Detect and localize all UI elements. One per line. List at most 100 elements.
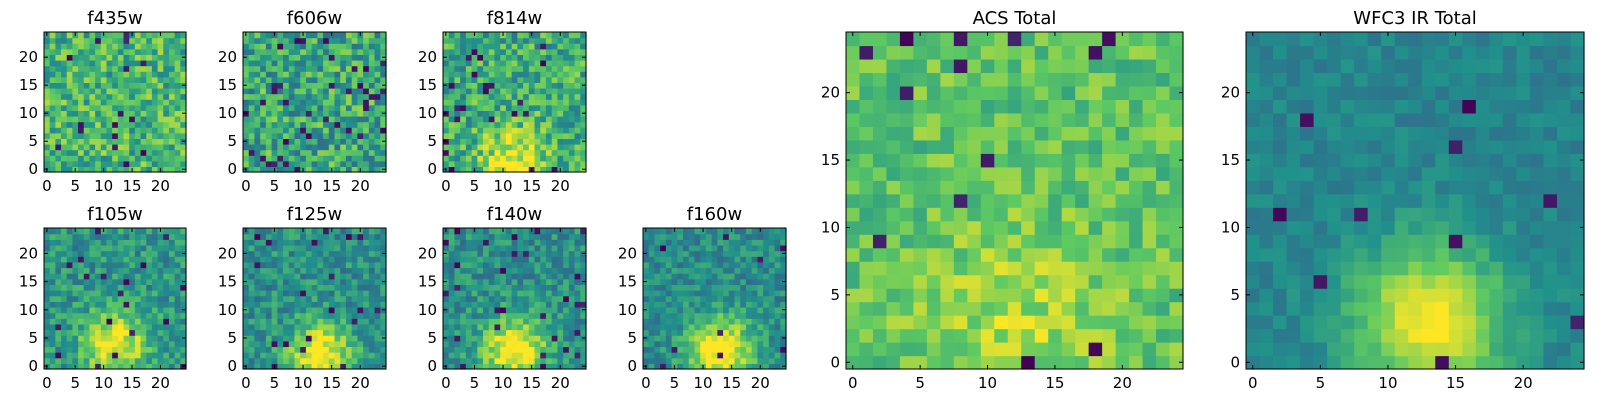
heatmap-cell	[323, 244, 330, 252]
heatmap-cell	[477, 340, 484, 348]
heatmap-cell	[334, 284, 341, 291]
heatmap-cell	[106, 267, 113, 274]
heatmap-cell	[557, 290, 564, 297]
heatmap-cell	[1021, 301, 1036, 316]
heatmap-cell	[357, 88, 364, 95]
heatmap-cell	[534, 166, 541, 173]
heatmap-cell	[168, 284, 176, 291]
heatmap-cell	[368, 32, 376, 39]
heatmap-cell	[872, 234, 888, 249]
heatmap-cell	[334, 37, 341, 44]
heatmap-cell	[123, 278, 130, 285]
heatmap-cell	[66, 329, 73, 336]
heatmap-cell	[700, 273, 707, 280]
heatmap-cell	[72, 306, 79, 314]
heatmap-cell	[768, 250, 776, 257]
heatmap-cell	[323, 284, 330, 291]
heatmap-cell	[665, 290, 673, 297]
heatmap-cell	[78, 138, 85, 145]
heatmap-cell	[163, 267, 170, 274]
x-tick-label: 15	[322, 374, 341, 392]
heatmap-cell	[254, 284, 261, 291]
heatmap-cell	[517, 104, 524, 111]
heatmap-cell	[846, 274, 861, 289]
heatmap-cell	[1129, 247, 1144, 262]
heatmap-cell	[61, 273, 68, 280]
heatmap-cell	[483, 284, 490, 291]
heatmap-cell	[49, 54, 56, 61]
heatmap-cell	[677, 290, 684, 297]
heatmap-cell	[540, 88, 547, 95]
heatmap-cell	[477, 306, 484, 314]
heatmap-cell	[49, 233, 56, 240]
heatmap-cell	[243, 48, 250, 55]
heatmap-cell	[260, 65, 267, 72]
heatmap-cell	[95, 110, 102, 117]
heatmap-cell	[563, 144, 570, 151]
heatmap-cell	[134, 160, 142, 167]
heatmap-cell	[374, 149, 381, 156]
heatmap-cell	[66, 88, 73, 95]
heatmap-cell	[300, 261, 307, 269]
heatmap-cell	[294, 301, 301, 308]
heatmap-cell	[534, 340, 541, 348]
heatmap-cell	[288, 71, 296, 78]
heatmap-cell	[534, 110, 541, 117]
heatmap-cell	[1088, 193, 1103, 208]
heatmap-cell	[288, 82, 296, 89]
heatmap-cell	[174, 155, 181, 162]
heatmap-cell	[1088, 301, 1103, 316]
heatmap-cell	[328, 318, 336, 325]
heatmap-cell	[523, 284, 530, 291]
heatmap-cell	[283, 43, 290, 50]
heatmap-cell	[49, 32, 56, 39]
heatmap-cell	[511, 340, 518, 348]
heatmap-cell	[728, 250, 736, 257]
y-tick-label: 5	[227, 132, 237, 150]
heatmap-cell	[151, 239, 159, 246]
heatmap-cell	[243, 233, 250, 240]
heatmap-cell	[574, 110, 581, 117]
heatmap-cell	[283, 295, 290, 302]
heatmap-cell	[83, 127, 91, 134]
heatmap-cell	[511, 48, 518, 55]
heatmap-cell	[568, 60, 576, 67]
heatmap-cell	[351, 363, 358, 370]
heatmap-cell	[271, 301, 278, 308]
heatmap-cell	[323, 48, 330, 55]
heatmap-cell	[243, 93, 250, 100]
heatmap-cell	[157, 346, 164, 353]
heatmap-cell	[311, 127, 318, 134]
heatmap-cell	[557, 43, 564, 50]
heatmap-cell	[580, 323, 587, 331]
heatmap-cell	[351, 127, 358, 134]
heatmap-cell	[545, 244, 553, 252]
heatmap-cell	[294, 329, 301, 336]
heatmap-cell	[117, 312, 125, 319]
heatmap-cell	[705, 261, 713, 269]
heatmap-cell	[129, 76, 136, 83]
heatmap-cell	[872, 315, 888, 330]
heatmap-cell	[129, 273, 136, 280]
heatmap-cell	[265, 318, 273, 325]
heatmap-cell	[129, 88, 136, 95]
heatmap-cell	[780, 312, 787, 319]
heatmap-cell	[300, 244, 307, 252]
heatmap-cell	[151, 65, 159, 72]
heatmap-cell	[323, 138, 330, 145]
heatmap-cell	[471, 65, 478, 72]
heatmap-cell	[311, 346, 318, 353]
heatmap-cell	[380, 144, 387, 151]
heatmap-cell	[357, 54, 364, 61]
heatmap-cell	[454, 104, 461, 111]
heatmap-cell	[89, 127, 96, 134]
heatmap-cell	[563, 37, 570, 44]
heatmap-cell	[1102, 180, 1117, 195]
heatmap-cell	[254, 273, 261, 280]
heatmap-cell	[294, 256, 301, 263]
heatmap-cell	[345, 239, 353, 246]
heatmap-cell	[311, 144, 318, 151]
heatmap-cell	[1007, 247, 1022, 262]
heatmap-cell	[728, 295, 736, 302]
